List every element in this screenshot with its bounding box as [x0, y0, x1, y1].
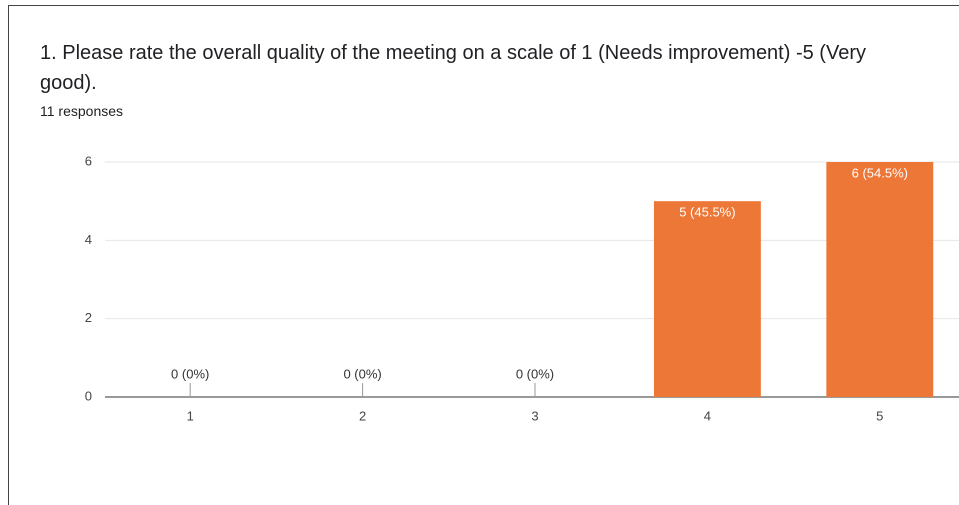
y-tick-label: 6 — [85, 153, 92, 168]
page: 1. Please rate the overall quality of th… — [8, 5, 959, 505]
x-tick-label: 3 — [531, 408, 538, 423]
data-label: 6 (54.5%) — [852, 165, 908, 180]
y-tick-label: 0 — [85, 388, 92, 403]
bar — [826, 162, 934, 397]
y-tick-label: 4 — [85, 232, 92, 247]
y-tick-label: 2 — [85, 310, 92, 325]
response-count: 11 responses — [40, 103, 124, 119]
data-label: 0 (0%) — [516, 366, 554, 381]
card — [8, 5, 959, 505]
x-tick-label: 2 — [359, 408, 366, 423]
data-label: 5 (45.5%) — [679, 205, 735, 220]
chart-title: 1. Please rate the overall quality of th… — [40, 42, 866, 94]
x-tick-label: 5 — [876, 408, 883, 423]
bar — [653, 201, 761, 397]
x-tick-label: 1 — [187, 408, 194, 423]
x-tick-label: 4 — [704, 408, 711, 423]
data-label: 0 (0%) — [171, 366, 209, 381]
chart: 0 2 4 6 1 0 (0%) 2 0 (0%) 3 0 (0%) 4 5 (45.5%) 5 6 (5… — [85, 153, 959, 423]
data-label: 0 (0%) — [343, 366, 381, 381]
